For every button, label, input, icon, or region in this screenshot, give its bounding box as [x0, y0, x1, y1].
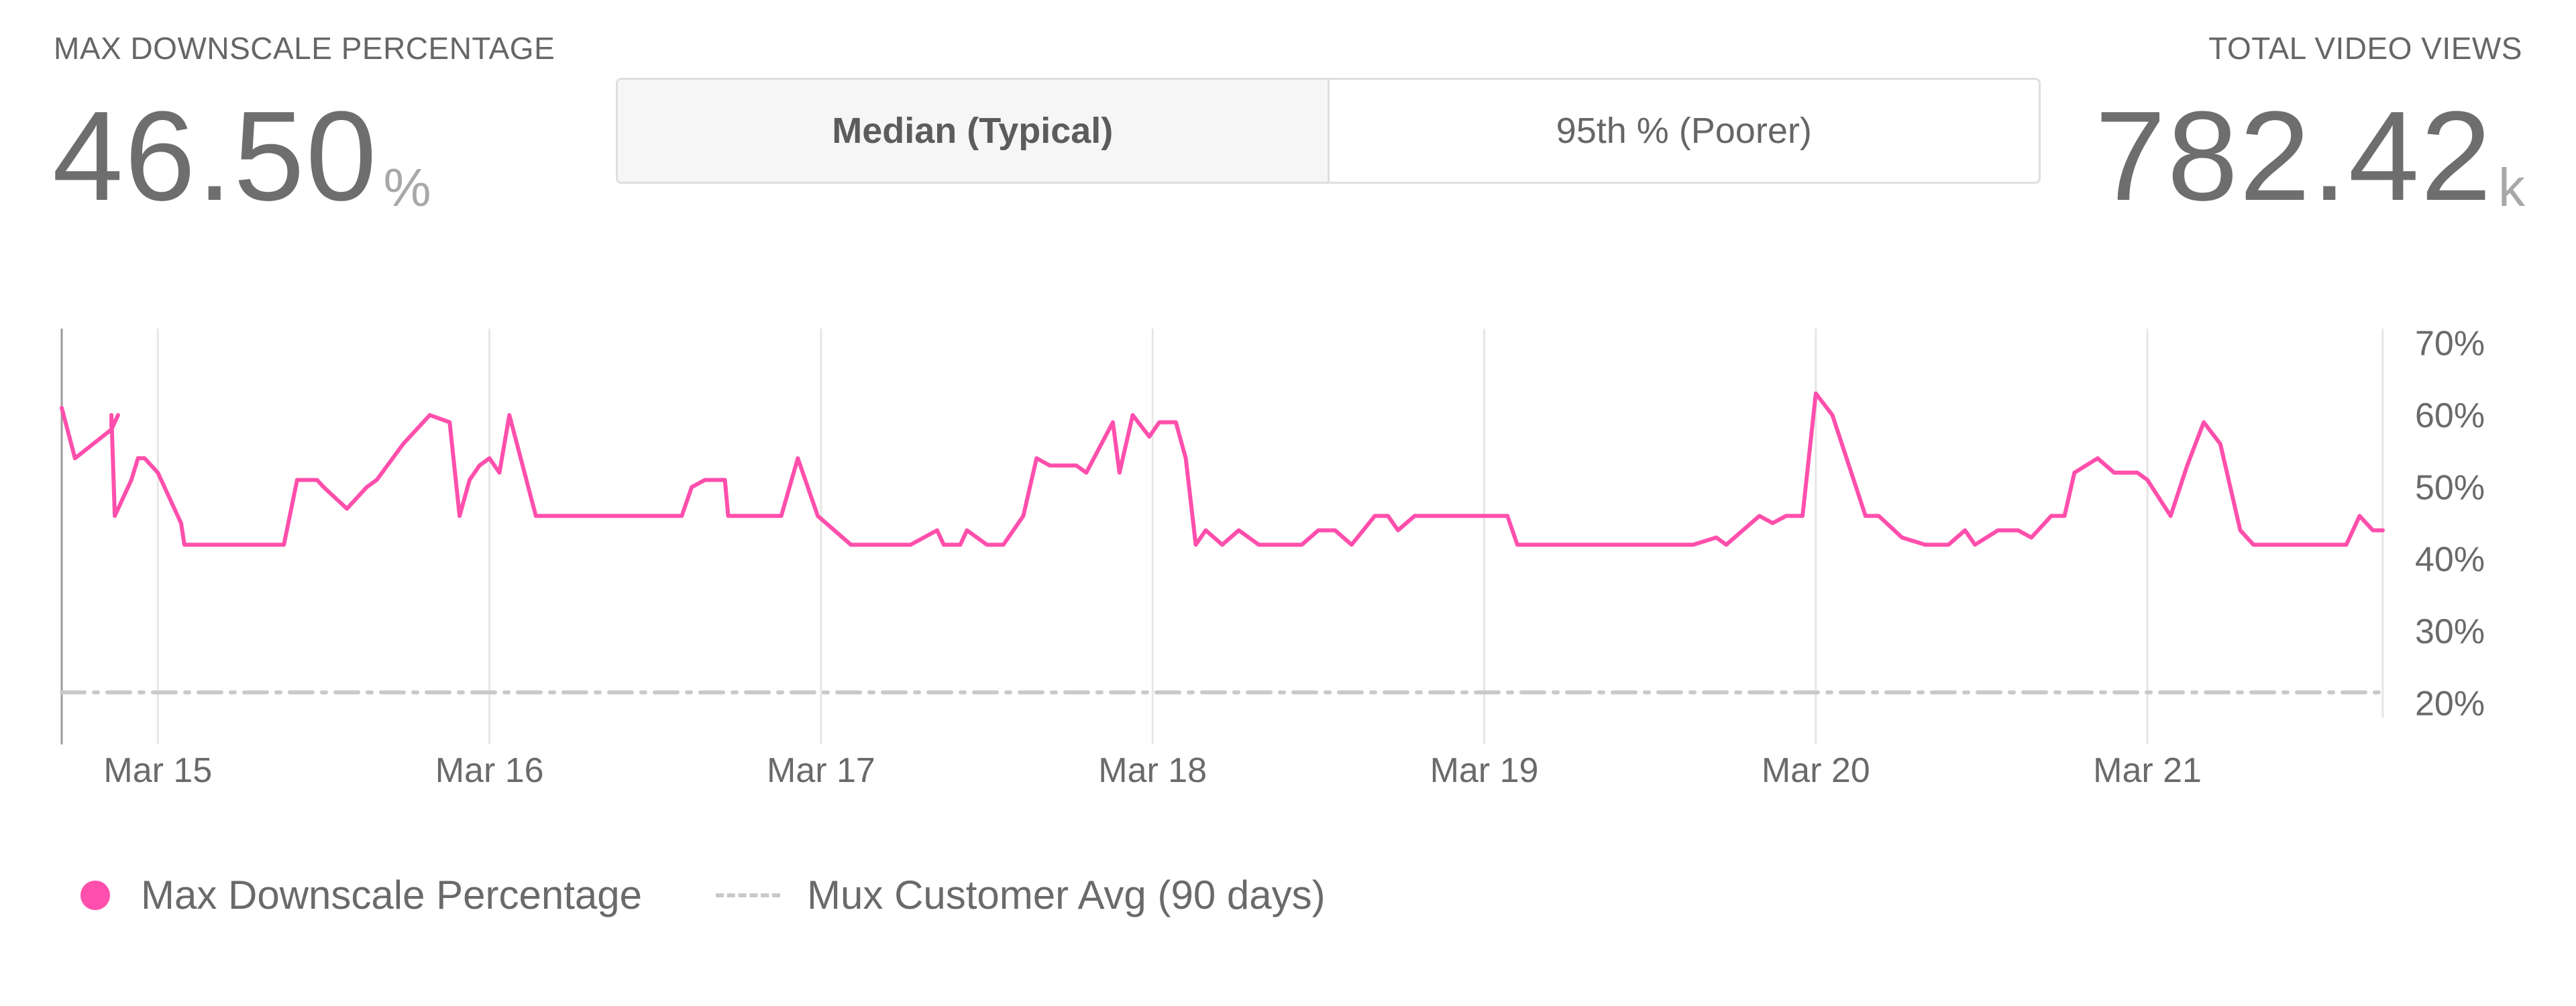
metric-label-total-views: TOTAL VIDEO VIEWS	[2208, 31, 2522, 66]
legend-item-customer-avg[interactable]: Mux Customer Avg (90 days)	[716, 872, 1326, 918]
metric-value-max-downscale: 46.50 %	[52, 93, 431, 220]
x-tick-label: Mar 21	[2093, 751, 2202, 790]
y-tick-label: 30%	[2415, 612, 2485, 651]
x-tick-label: Mar 17	[767, 751, 875, 790]
percentile-toggle: Median (Typical) 95th % (Poorer)	[616, 78, 2041, 184]
metric-number: 46.50	[52, 85, 378, 227]
dashed-line-icon	[716, 893, 781, 897]
chart-legend: Max Downscale Percentage Mux Customer Av…	[80, 872, 1399, 918]
95th-percentile-button[interactable]: 95th % (Poorer)	[1556, 111, 1812, 151]
legend-item-max-downscale[interactable]: Max Downscale Percentage	[80, 872, 642, 918]
y-tick-label: 50%	[2415, 468, 2485, 507]
x-tick-label: Mar 20	[1762, 751, 1870, 790]
metric-value-total-views: 782.42 k	[2095, 93, 2525, 220]
y-tick-label: 40%	[2415, 541, 2485, 579]
max-downscale-series-line	[60, 391, 2385, 547]
y-tick-label: 70%	[2415, 324, 2485, 363]
y-tick-label: 20%	[2415, 685, 2485, 724]
x-tick-label: Mar 19	[1430, 751, 1539, 790]
metric-unit: %	[383, 158, 431, 217]
legend-label: Mux Customer Avg (90 days)	[807, 873, 1326, 917]
x-tick-label: Mar 15	[103, 751, 212, 790]
metric-number: 782.42	[2094, 85, 2493, 227]
y-tick-label: 60%	[2415, 396, 2485, 435]
downscale-line-chart: Mar 15 Mar 16 Mar 17 Mar 18 Mar 19 Mar 20 Mar …	[60, 324, 2485, 790]
pink-dot-icon	[80, 880, 110, 910]
metric-unit: k	[2498, 158, 2525, 217]
x-tick-label: Mar 16	[435, 751, 544, 790]
legend-label: Max Downscale Percentage	[141, 873, 643, 917]
metric-label-max-downscale: MAX DOWNSCALE PERCENTAGE	[54, 31, 555, 66]
x-tick-label: Mar 18	[1098, 751, 1207, 790]
median-typical-button[interactable]: Median (Typical)	[618, 80, 1330, 182]
